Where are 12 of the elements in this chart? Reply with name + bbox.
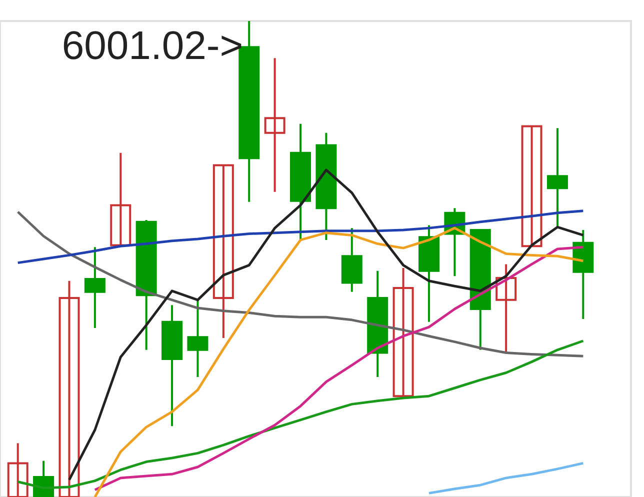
candlestick — [84, 246, 106, 330]
candlestick — [546, 127, 568, 228]
candlestick — [496, 263, 517, 353]
candlestick — [212, 164, 234, 340]
annotation: 6001.02-> — [62, 24, 244, 68]
candlestick — [58, 280, 80, 497]
candlestick — [392, 267, 414, 398]
candlestick — [110, 152, 132, 246]
candlestick — [521, 125, 542, 248]
candlestick — [264, 57, 286, 193]
candlestick — [187, 298, 208, 378]
candlestick — [7, 442, 28, 497]
